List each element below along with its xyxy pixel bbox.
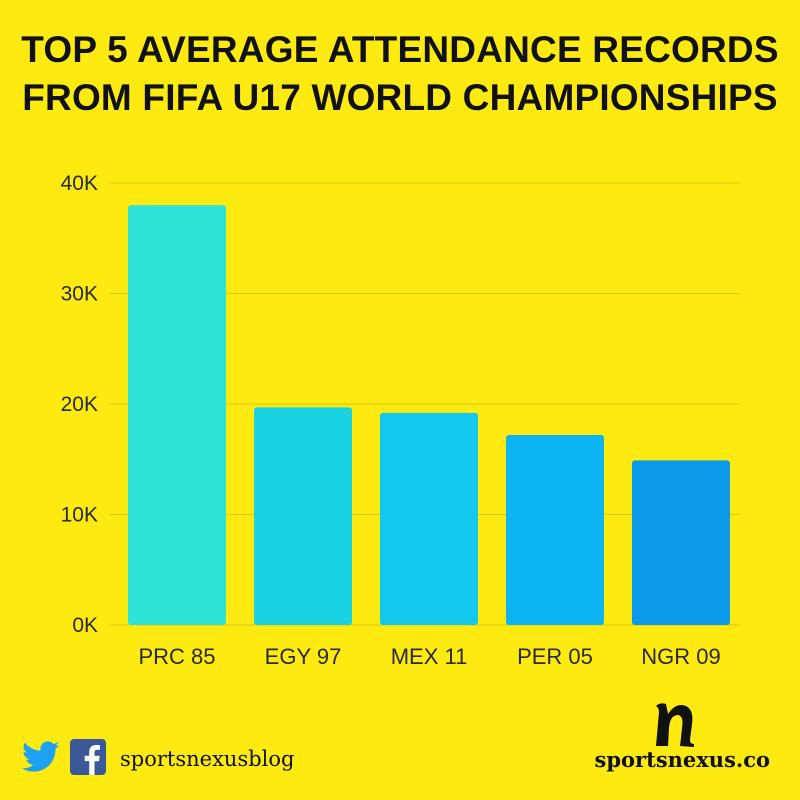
x-tick-label: PER 05 [517,644,593,669]
brand-block: sportsnexus.co [570,700,770,780]
x-axis-tick-labels: PRC 85 EGY 97 MEX 11 PER 05 NGR 09 [138,644,720,669]
y-tick-label: 30K [61,283,98,306]
x-tick-label: NGR 09 [641,644,720,669]
y-tick-label: 10K [61,504,98,527]
bar-per-05 [506,434,604,625]
title-line-1: TOP 5 AVERAGE ATTENDANCE RECORDS [21,29,779,70]
sportsnexus-logo-icon [650,700,700,748]
brand-url[interactable]: sportsnexus.co [594,747,770,772]
bar-prc-85 [128,205,226,625]
facebook-icon[interactable] [70,738,106,780]
y-axis-tick-labels: 0K 10K 20K 30K 40K [61,172,98,637]
social-footer: sportsnexusblog [22,738,294,780]
y-tick-label: 40K [61,172,98,195]
bar-egy-97 [254,407,352,625]
x-tick-label: EGY 97 [265,644,342,669]
social-handle[interactable]: sportsnexusblog [120,747,295,771]
twitter-icon[interactable] [22,740,60,778]
x-tick-label: MEX 11 [391,644,468,669]
x-tick-label: PRC 85 [138,644,215,669]
bar-mex-11 [380,412,478,625]
y-tick-label: 0K [72,614,98,637]
chart-title: TOP 5 AVERAGE ATTENDANCE RECORDS FROM FI… [0,26,800,122]
bar-ngr-09 [632,460,730,625]
y-tick-label: 20K [61,393,98,416]
title-line-2: FROM FIFA U17 WORLD CHAMPIONSHIPS [22,77,778,118]
bars [128,205,730,625]
